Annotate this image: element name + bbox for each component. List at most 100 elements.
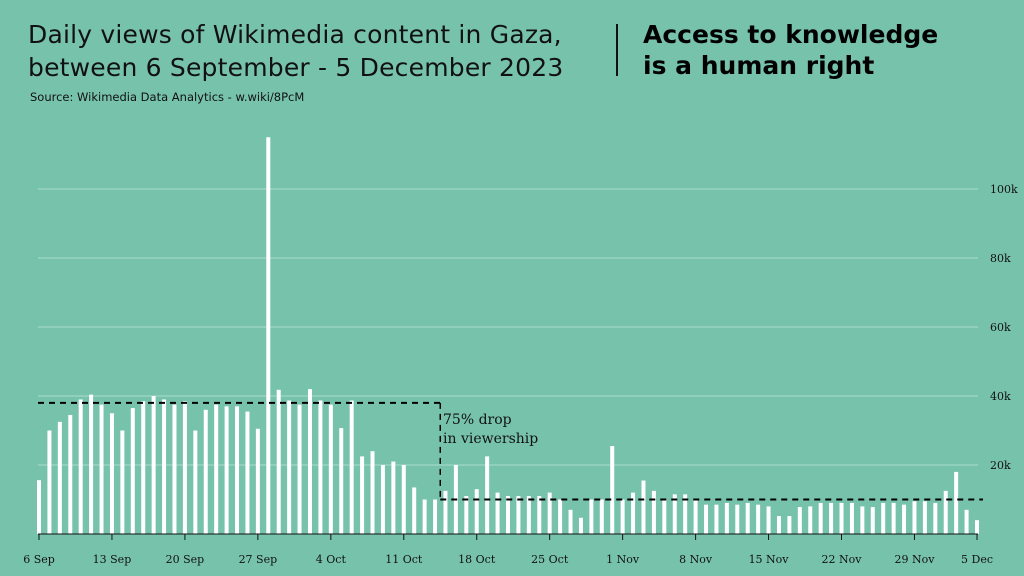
bar-2023-09-14 [120,430,125,534]
source-note: Source: Wikimedia Data Analytics - w.wik… [30,90,305,104]
bar-2023-12-05 [975,520,979,534]
bar-2023-09-16 [141,401,146,534]
bar-2023-10-19 [485,456,490,534]
x-tick-label-20 Sep: 20 Sep [166,553,205,566]
bar-2023-11-29 [912,501,917,534]
bar-2023-09-15 [130,408,135,534]
x-tick-label-8 Nov: 8 Nov [679,553,713,566]
bar-2023-10-28 [578,517,583,534]
bar-2023-10-29 [589,499,594,534]
x-tick-label-25 Oct: 25 Oct [531,553,569,566]
bar-2023-10-14 [433,499,438,534]
bar-2023-11-17 [787,516,792,534]
chart-title-line-1: Daily views of Wikimedia content in Gaza… [28,20,562,49]
bar-2023-10-06 [349,400,354,534]
bar-2023-09-25 [235,406,240,534]
bars [37,137,979,534]
bar-2023-11-25 [870,507,875,534]
bar-2023-10-11 [401,465,406,534]
bar-2023-11-22 [839,502,844,534]
bar-2023-11-04 [651,490,656,534]
bar-2023-10-03 [318,400,323,534]
bar-2023-11-21 [829,502,834,534]
bar-2023-11-16 [776,516,781,534]
x-tick-label-1 Nov: 1 Nov [606,553,640,566]
gridlines [38,188,978,466]
bar-2023-11-05 [662,499,667,534]
bar-2023-11-28 [902,504,907,534]
bar-2023-09-08 [57,421,62,534]
title-divider [616,24,618,76]
bar-2023-10-23 [526,496,531,534]
y-tick-label-80k: 80k [990,252,1011,265]
y-tick-label-20k: 20k [990,459,1011,472]
bar-2023-11-26 [881,502,886,534]
headline: Access to knowledge is a human right [643,19,938,81]
bar-2023-11-30 [922,501,927,534]
bar-2023-09-09 [68,414,73,534]
bar-2023-12-04 [964,509,969,534]
bar-2023-10-12 [412,487,417,534]
bar-2023-11-06 [672,494,677,534]
bar-2023-09-12 [99,404,104,534]
bar-2023-09-18 [162,399,167,534]
bar-2023-09-11 [89,394,94,534]
bar-2023-10-25 [547,492,552,534]
bar-2023-10-04 [328,404,333,534]
bar-2023-09-24 [224,406,229,534]
bar-2023-12-01 [933,502,938,534]
x-tick-label-18 Oct: 18 Oct [458,553,496,566]
x-tick-label-27 Sep: 27 Sep [239,553,278,566]
bar-2023-11-09 [704,504,709,534]
bar-2023-10-21 [506,496,510,534]
bar-2023-09-06 [37,480,41,534]
bar-2023-10-07 [360,456,365,534]
annotation-line-2: in viewership [443,431,538,447]
y-tick-label-40k: 40k [990,390,1011,403]
annotation-line-1: 75% drop [443,412,512,428]
bar-2023-09-10 [78,399,83,534]
bar-2023-11-20 [818,502,823,534]
bar-2023-09-30 [287,400,292,534]
bar-2023-10-18 [474,489,479,534]
bar-2023-10-15 [443,490,448,534]
bar-2023-09-23 [214,404,219,534]
bar-2023-09-27 [255,428,260,534]
bar-2023-11-12 [735,504,740,534]
bar-2023-11-24 [860,506,865,534]
bar-2023-09-29 [276,389,281,534]
bar-2023-10-09 [380,465,385,534]
bar-2023-09-13 [109,413,114,534]
bar-2023-10-17 [464,496,469,534]
headline-line-1: Access to knowledge [643,20,939,49]
chart-title-line-2: between 6 September - 5 December 2023 [28,53,564,82]
bar-2023-11-19 [808,506,813,534]
bar-2023-10-13 [422,499,427,534]
bar-2023-11-03 [641,480,646,534]
headline-line-2: is a human right [643,51,875,80]
y-tick-label-100k: 100k [990,183,1018,196]
chart-title: Daily views of Wikimedia content in Gaza… [28,18,563,84]
bar-2023-10-02 [307,389,312,534]
bar-2023-11-01 [620,499,625,534]
bar-2023-11-02 [631,492,636,534]
bar-2023-09-26 [245,411,250,534]
bar-2023-11-27 [891,502,896,534]
bar-2023-09-21 [193,430,198,534]
bar-2023-12-02 [943,490,948,534]
x-tick-label-22 Nov: 22 Nov [822,553,863,566]
bar-2023-10-01 [297,404,302,534]
bar-2023-10-22 [516,496,521,534]
x-tick-label-4 Oct: 4 Oct [316,553,347,566]
x-tick-label-6 Sep: 6 Sep [23,553,55,566]
x-tick-label-5 Dec: 5 Dec [961,553,993,566]
y-tick-label-60k: 60k [990,321,1011,334]
bar-2023-11-14 [756,504,761,534]
bar-2023-10-30 [599,499,604,534]
axes: 20k 40k 60k 80k 100k 6 Sep 13 Sep 20 Sep 27 Sep 4… [23,183,1018,566]
bar-2023-11-10 [714,504,719,534]
bar-2023-09-22 [203,409,208,534]
bar-2023-11-07 [683,494,688,534]
reference-lines [38,401,983,501]
